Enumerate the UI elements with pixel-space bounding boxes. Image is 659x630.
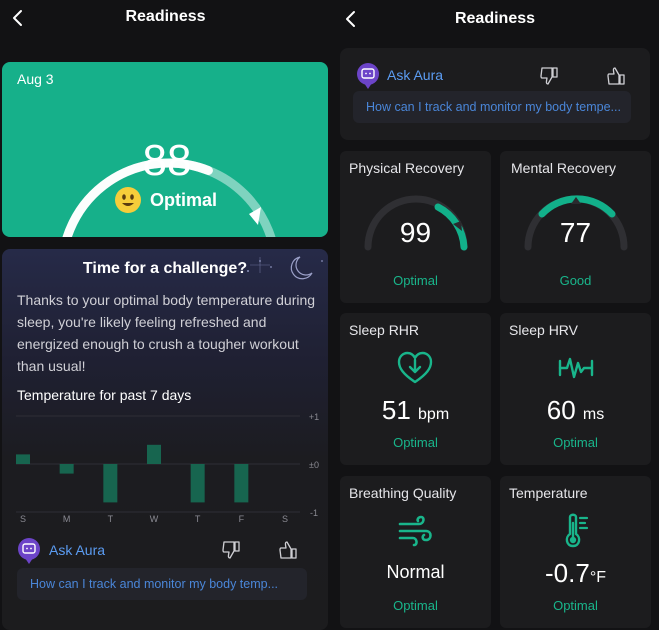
- header: Readiness: [331, 0, 659, 38]
- metric-status: Optimal: [393, 273, 438, 288]
- x-tick-label: S: [282, 514, 288, 524]
- temperature-bar: [234, 464, 249, 503]
- header: Readiness: [0, 0, 331, 38]
- aura-chat-icon: [357, 63, 379, 89]
- right-screen: Readiness Ask Aura How can I track and m…: [331, 0, 659, 630]
- metric-title: Mental Recovery: [511, 160, 617, 176]
- temperature-bar: [190, 464, 205, 503]
- ask-aura-label[interactable]: Ask Aura: [49, 542, 106, 558]
- temperature-card[interactable]: Temperature -0.7°F Optimal: [500, 476, 651, 628]
- y-tick-label: ±0: [309, 460, 319, 470]
- x-tick-label: M: [63, 514, 71, 524]
- physical-recovery-gauge: [364, 195, 468, 251]
- smiley-icon: [115, 187, 141, 213]
- challenge-body: Thanks to your optimal body temperature …: [17, 292, 316, 374]
- ask-aura-card: Ask Aura How can I track and monitor my …: [340, 48, 650, 140]
- mental-recovery-gauge: [524, 195, 628, 251]
- page-title: Readiness: [125, 8, 206, 25]
- wind-icon: [398, 515, 432, 547]
- metric-title: Sleep RHR: [349, 322, 420, 338]
- x-tick-label: T: [195, 514, 201, 524]
- physical-recovery-card[interactable]: Physical Recovery 99 Optimal: [340, 151, 491, 303]
- metric-title: Sleep HRV: [509, 322, 579, 338]
- metric-value: 60 ms: [500, 395, 651, 426]
- aura-chat-icon: [18, 538, 40, 564]
- metric-status: Optimal: [393, 435, 438, 450]
- left-screen: Readiness Aug 3 88 Optimal: [0, 0, 331, 630]
- metric-number: 51: [381, 395, 411, 425]
- metric-status: Optimal: [553, 598, 598, 613]
- x-tick-label: S: [20, 514, 26, 524]
- ask-aura-row: Ask Aura: [16, 537, 306, 565]
- readiness-date: Aug 3: [17, 71, 54, 87]
- thumbs-down-icon[interactable]: [221, 540, 241, 560]
- readiness-score: 88: [142, 136, 192, 185]
- metric-value: -0.7°F: [500, 558, 651, 589]
- ask-aura-row: Ask Aura: [355, 62, 635, 90]
- heart-down-icon: [397, 351, 433, 384]
- y-tick-label: +1: [309, 412, 319, 422]
- gauge-fill: [62, 158, 213, 237]
- temperature-chart-title: Temperature for past 7 days: [17, 387, 192, 403]
- metric-status: Good: [559, 273, 592, 288]
- x-tick-label: F: [239, 514, 245, 524]
- readiness-score-card[interactable]: Aug 3 88 Optimal: [2, 62, 328, 237]
- metric-value: 99: [399, 217, 432, 248]
- metric-value: 77: [559, 217, 592, 248]
- temperature-bar: [147, 444, 161, 464]
- ask-aura-label[interactable]: Ask Aura: [387, 67, 444, 83]
- thermometer-icon: [565, 513, 589, 548]
- temperature-bar: [16, 454, 30, 464]
- pulse-icon: [558, 357, 594, 379]
- readiness-gauge: [62, 158, 276, 237]
- back-chevron-icon[interactable]: [10, 8, 26, 28]
- gauge-indicator-arrow: [249, 207, 261, 225]
- breathing-quality-card[interactable]: Breathing Quality Normal Optimal: [340, 476, 491, 628]
- challenge-title: Time for a challenge?: [82, 260, 248, 277]
- readiness-status-label: Optimal: [150, 189, 218, 210]
- aura-suggested-question[interactable]: How can I track and monitor my body temp…: [17, 568, 307, 600]
- temperature-bar: [59, 464, 74, 474]
- thumbs-up-icon[interactable]: [606, 66, 626, 86]
- night-sky-decoration-icon: [247, 256, 323, 280]
- metric-number: -0.7: [545, 558, 590, 588]
- thumbs-down-icon[interactable]: [539, 66, 559, 86]
- metric-status: Optimal: [553, 435, 598, 450]
- metric-status: Optimal: [393, 598, 438, 613]
- metric-title: Breathing Quality: [349, 485, 457, 501]
- x-tick-label: T: [108, 514, 114, 524]
- metric-unit: bpm: [418, 406, 450, 423]
- metric-value: Normal: [386, 562, 445, 582]
- metric-unit: °F: [589, 569, 606, 586]
- temperature-bar: [103, 464, 118, 503]
- readiness-status: Optimal: [114, 186, 217, 214]
- page-title: Readiness: [454, 10, 536, 27]
- aura-suggested-question[interactable]: How can I track and monitor my body temp…: [353, 91, 631, 123]
- metric-number: 60: [546, 395, 576, 425]
- metric-value: 51 bpm: [340, 395, 491, 426]
- x-tick-label: W: [150, 514, 159, 524]
- metric-unit: ms: [582, 406, 605, 423]
- sleep-rhr-card[interactable]: Sleep RHR 51 bpm Optimal: [340, 313, 491, 465]
- metric-title: Physical Recovery: [349, 160, 465, 176]
- thumbs-up-icon[interactable]: [278, 540, 298, 560]
- challenge-card: Time for a challenge? Thanks to your opt…: [2, 249, 328, 630]
- metric-title: Temperature: [509, 485, 588, 501]
- mental-recovery-card[interactable]: Mental Recovery 77 Good: [500, 151, 651, 303]
- y-tick-label: -1: [310, 508, 318, 518]
- temperature-chart: +1 ±0 -1 S M T W T F S: [16, 412, 319, 524]
- sleep-hrv-card[interactable]: Sleep HRV 60 ms Optimal: [500, 313, 651, 465]
- back-chevron-icon[interactable]: [343, 9, 359, 29]
